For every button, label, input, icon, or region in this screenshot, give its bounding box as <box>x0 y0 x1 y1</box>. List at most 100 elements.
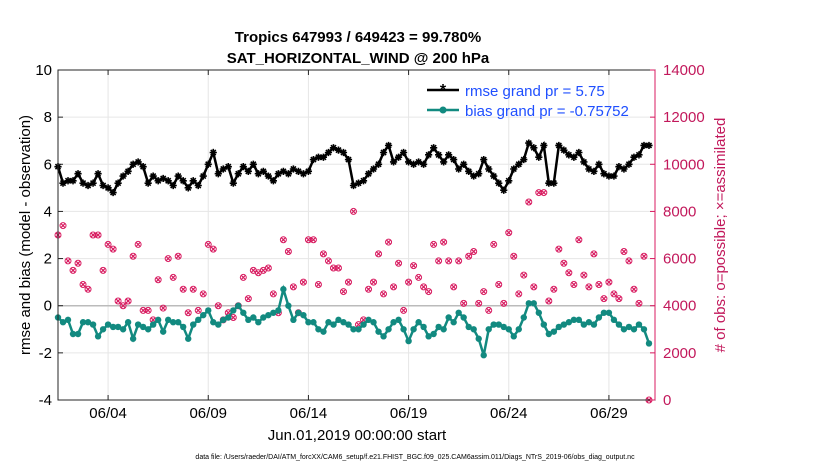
rmse-point <box>239 163 247 171</box>
bias-point <box>59 319 67 326</box>
bias-point <box>144 326 152 333</box>
obs-possible-point <box>124 297 132 305</box>
obs-assimilated-point <box>90 232 96 238</box>
y2-tick-label: 10000 <box>663 156 705 173</box>
obs-assimilated-point <box>340 288 347 295</box>
bias-point <box>320 328 327 335</box>
rmse-point <box>485 165 493 173</box>
y-tick-label: 10 <box>35 62 52 79</box>
obs-possible-point <box>324 257 332 265</box>
obs-possible-point <box>600 295 608 303</box>
bias-point <box>620 326 628 333</box>
obs-possible-point <box>169 273 177 281</box>
rmse-point <box>139 163 147 171</box>
rmse-point <box>324 148 333 157</box>
obs-possible-point <box>405 278 413 286</box>
obs-assimilated-point <box>626 258 632 264</box>
y2-axis-ticks: 0 2000 4000 6000 8000 10000 12000 14000 <box>650 62 705 409</box>
y-tick-label: 0 <box>44 298 52 315</box>
bias-point <box>355 326 362 333</box>
plot-area <box>58 70 655 400</box>
obs-possible-point <box>380 290 388 298</box>
rmse-point <box>364 170 373 178</box>
rmse-point <box>530 144 538 152</box>
rmse-point <box>89 179 97 187</box>
bias-point <box>310 319 317 326</box>
bias-point <box>250 314 257 321</box>
obs-assimilated-point <box>461 300 467 306</box>
obs-assimilated-point <box>496 281 502 288</box>
bias-point <box>525 300 532 307</box>
obs-possible-point <box>94 231 102 239</box>
rmse-point <box>394 153 403 161</box>
bias-point <box>205 307 212 314</box>
rmse-point <box>570 153 578 161</box>
y-axis-ticks: -4 -2 0 2 4 6 8 10 <box>35 62 63 409</box>
rmse-point <box>450 155 458 164</box>
obs-assimilated-point <box>501 300 507 306</box>
obs-assimilated-point <box>75 260 81 266</box>
rmse-point <box>144 179 152 187</box>
chart-subtitle: SAT_HORIZONTAL_WIND @ 200 hPa <box>227 50 490 67</box>
bias-point <box>295 309 302 316</box>
bias-point <box>645 340 653 347</box>
bias-point <box>260 314 267 321</box>
obs-assimilated-point <box>606 279 612 285</box>
bias-point <box>500 323 507 331</box>
obs-possible-point <box>314 281 322 288</box>
bias-point <box>275 307 282 314</box>
obs-possible-point <box>400 306 408 314</box>
obs-possible-point <box>59 222 67 230</box>
obs-assimilated-point <box>521 272 527 278</box>
bias-point <box>190 321 197 328</box>
y-tick-label: 8 <box>44 109 52 126</box>
rmse-point <box>184 184 192 192</box>
obs-possible-point <box>480 288 488 296</box>
rmse-point <box>465 167 473 175</box>
bias-point <box>430 330 437 338</box>
obs-assimilated-point <box>300 279 307 285</box>
rmse-point <box>179 177 187 185</box>
obs-possible-point <box>620 248 628 255</box>
rmse-point <box>234 170 242 178</box>
obs-assimilated-point <box>240 274 246 281</box>
rmse-point <box>174 172 182 180</box>
rmse-point <box>64 177 72 185</box>
obs-possible-point <box>505 229 513 237</box>
obs-possible-point <box>625 257 633 265</box>
rmse-point <box>94 170 102 178</box>
obs-assimilated-point <box>325 258 332 264</box>
y2-axis-label: # of obs: o=possible; ×=assimilated <box>712 118 729 353</box>
bias-point <box>230 307 237 314</box>
obs-assimilated-point <box>415 274 422 281</box>
bias-point <box>440 326 447 333</box>
obs-assimilated-point <box>130 253 136 259</box>
obs-assimilated-point <box>616 296 622 302</box>
rmse-point <box>169 181 177 190</box>
obs-assimilated-point <box>200 291 206 297</box>
obs-assimilated-point <box>165 255 171 262</box>
rmse-point <box>470 172 478 180</box>
obs-possible-point <box>390 283 398 291</box>
bias-point <box>505 326 512 333</box>
obs-possible-point <box>440 238 448 246</box>
bias-point <box>104 321 112 328</box>
obs-assimilated-point <box>360 317 367 323</box>
obs-assimilated-point <box>95 232 101 238</box>
obs-possible-point <box>129 252 137 260</box>
obs-assimilated-point <box>636 300 642 306</box>
obs-possible-point <box>435 257 443 265</box>
bias-point <box>470 326 477 333</box>
obs-possible-point <box>159 304 167 312</box>
bias-point <box>400 326 407 333</box>
y-tick-label: 6 <box>44 156 52 173</box>
rmse-point <box>595 160 603 168</box>
rmse-point <box>445 151 453 159</box>
obs-possible-point <box>370 278 378 286</box>
obs-possible-point <box>239 273 247 281</box>
rmse-point <box>99 181 107 190</box>
rmse-point <box>249 160 257 168</box>
obs-possible-point <box>289 283 297 291</box>
obs-assimilated-point <box>641 253 647 259</box>
obs-assimilated-point <box>255 270 261 276</box>
